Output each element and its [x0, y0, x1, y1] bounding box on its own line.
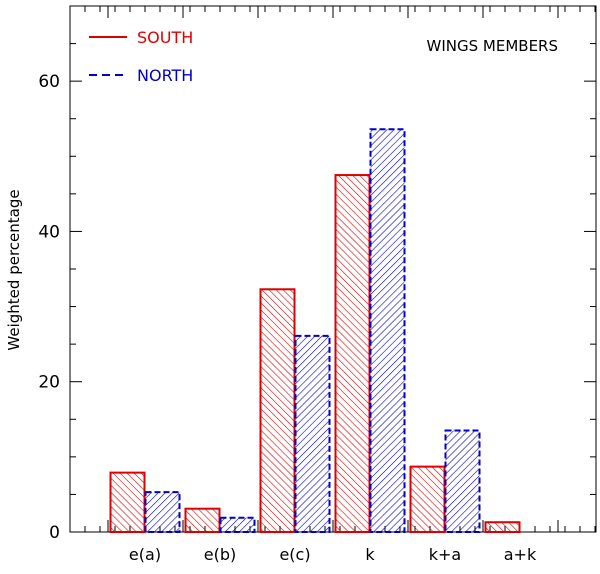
- y-tick-label: 40: [38, 222, 60, 242]
- x-tick-labels: e(a) e(b) e(c) k k+a a+k: [129, 545, 537, 564]
- bar-north-4: [444, 429, 481, 533]
- bar-north-2: [294, 334, 331, 533]
- y-tick-label: 0: [49, 523, 60, 543]
- legend-label-south: SOUTH: [137, 28, 193, 47]
- legend-label-north: NORTH: [137, 66, 193, 85]
- bar-south-3: [334, 174, 371, 533]
- y-tick-label: 60: [38, 72, 60, 92]
- axis-ticks: 0 20 40 60: [38, 5, 596, 543]
- x-tick-label: e(c): [279, 545, 310, 564]
- bar-north-0: [144, 491, 181, 533]
- chart-title: WINGS MEMBERS: [427, 37, 558, 55]
- x-tick-label: a+k: [504, 545, 537, 564]
- bar-south-4: [409, 465, 446, 533]
- bar-south-5: [484, 521, 521, 534]
- legend: SOUTH NORTH: [89, 28, 193, 85]
- x-tick-label: e(b): [204, 545, 236, 564]
- x-tick-label: k+a: [429, 545, 461, 564]
- bars: [109, 128, 521, 534]
- bar-north-3: [369, 128, 406, 533]
- bar-north-1: [219, 516, 256, 533]
- bar-south-0: [109, 471, 146, 534]
- y-axis-label: Weighted percentage: [5, 189, 23, 350]
- y-tick-label: 20: [38, 373, 60, 393]
- bar-south-1: [184, 507, 221, 534]
- x-tick-label: e(a): [129, 545, 161, 564]
- x-tick-label: k: [365, 545, 375, 564]
- bar-south-2: [259, 288, 296, 533]
